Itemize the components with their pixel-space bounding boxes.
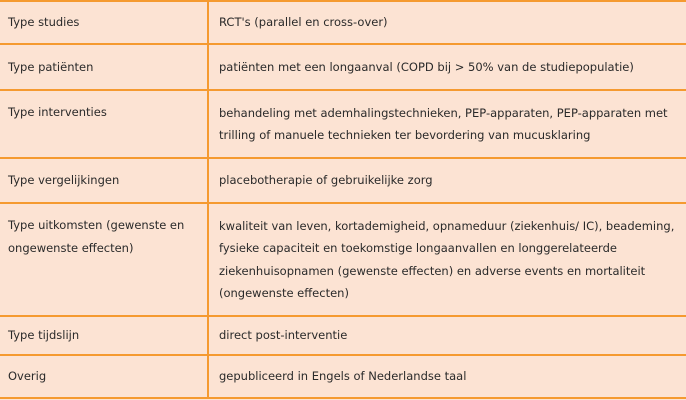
table-row: Type tijdslijn direct post-interventie (0, 315, 686, 356)
table-row: Type vergelijkingen placebotherapie of g… (0, 157, 686, 204)
row-label: Type studies (0, 0, 209, 45)
table-row: Type patiënten patiënten met een longaan… (0, 43, 686, 91)
row-value: patiënten met een longaanval (COPD bij >… (208, 43, 686, 91)
table-row: Type studies RCT's (parallel en cross-ov… (0, 0, 686, 45)
row-label: Type vergelijkingen (0, 157, 209, 204)
row-value: placebotherapie of gebruikelijke zorg (208, 157, 686, 204)
row-value: behandeling met ademhalingstechnieken, P… (208, 89, 686, 159)
row-label: Overig (0, 354, 209, 399)
table-row: Type uitkomsten (gewenste en ongewenste … (0, 202, 686, 317)
row-value: gepubliceerd in Engels of Nederlandse ta… (208, 354, 686, 399)
row-label: Type patiënten (0, 43, 209, 91)
row-value: direct post-interventie (208, 315, 686, 356)
table-row: Type interventies behandeling met ademha… (0, 89, 686, 159)
row-label: Type uitkomsten (gewenste en ongewenste … (0, 202, 209, 317)
table-row: Overig gepubliceerd in Engels of Nederla… (0, 354, 686, 399)
row-label: Type interventies (0, 89, 209, 159)
row-value: kwaliteit van leven, kortademigheid, opn… (208, 202, 686, 317)
row-label: Type tijdslijn (0, 315, 209, 356)
row-value: RCT's (parallel en cross-over) (208, 0, 686, 45)
